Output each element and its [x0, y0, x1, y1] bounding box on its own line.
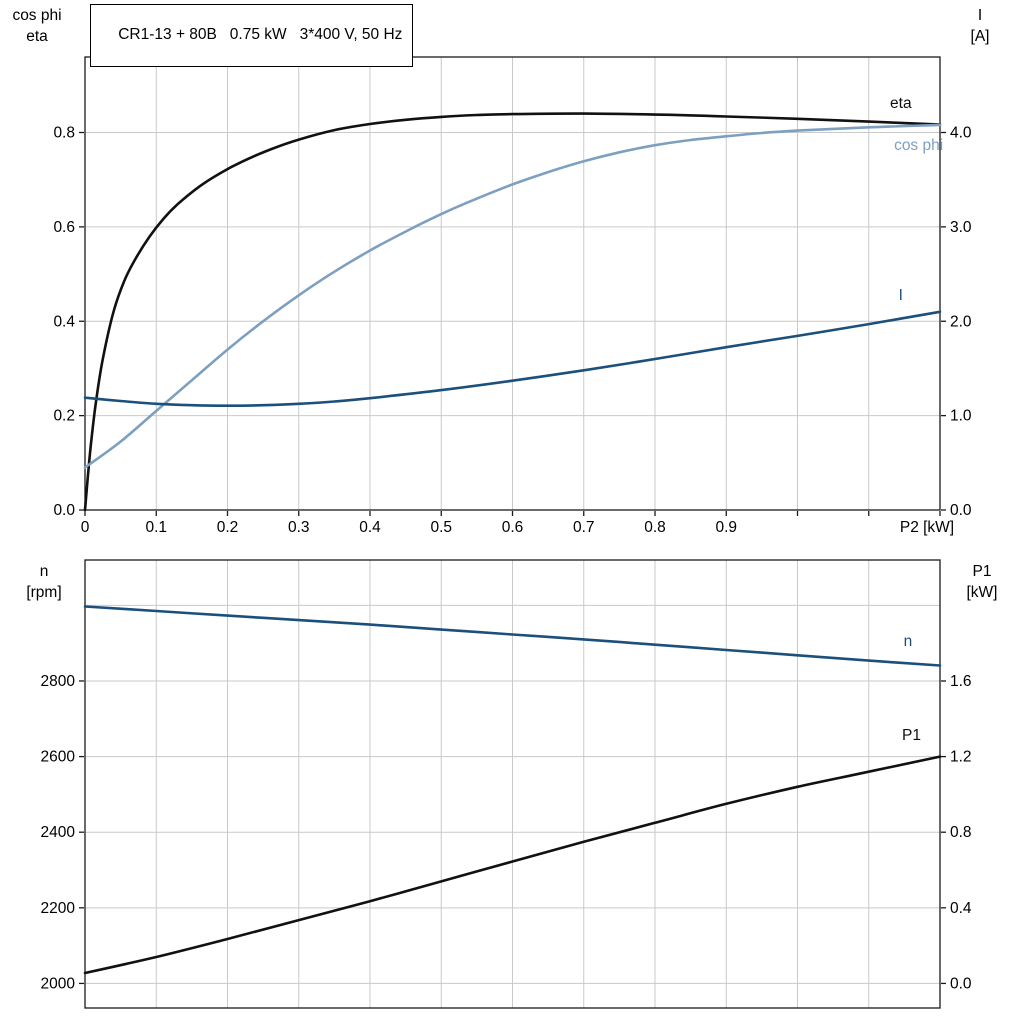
- x-tick-label: 0.9: [715, 519, 737, 536]
- y-right-tick-label: 1.6: [950, 673, 972, 690]
- axis-title-bottom-left: n [rpm]: [8, 561, 80, 603]
- gridlines: [85, 57, 940, 510]
- axis-title-speed: n: [39, 563, 49, 580]
- axis-title-speed-unit: [rpm]: [26, 584, 62, 601]
- y-right-tick-label: 2.0: [950, 313, 972, 330]
- y-left-tick-label: 0.8: [53, 125, 75, 142]
- curve-P1: [83, 755, 942, 975]
- curve-label-P1: P1: [902, 727, 921, 744]
- y-right-tick-label: 1.0: [950, 408, 972, 425]
- y-left-tick-label: 2000: [41, 975, 76, 992]
- curve-eta: [83, 112, 942, 512]
- y-left-tick-label: 2200: [41, 900, 76, 917]
- y-right-tick-label: 0.8: [950, 824, 972, 841]
- y-right-tick-label: 0.0: [950, 975, 972, 992]
- axis-title-current-unit: [A]: [970, 28, 990, 45]
- y-left-tick-label: 0.0: [53, 502, 75, 519]
- y-left-tick-label: 0.4: [53, 313, 75, 330]
- curve-label-I: I: [899, 287, 903, 304]
- x-tick-label: 0.5: [430, 519, 452, 536]
- x-tick-label: 0.1: [145, 519, 167, 536]
- x-tick-label: 0.3: [288, 519, 310, 536]
- y-right-tick-label: 0.4: [950, 900, 972, 917]
- tick-labels: 2000 2200 2400 2600 2800 0.0 0.4 0.8 1.2 1.6: [41, 673, 972, 992]
- x-tick-label: 0.4: [359, 519, 381, 536]
- chart-speed-power: 2000 2200 2400 2600 2800 0.0 0.4 0.8 1.2 1.6 n P1: [41, 559, 972, 1009]
- axis-title-power: P1 [kW]: [950, 561, 1014, 603]
- curve-n: [83, 605, 942, 667]
- plot-frame: [84, 559, 941, 1009]
- x-tick-label: 0: [81, 519, 90, 536]
- y-left-tick-label: 2800: [41, 673, 76, 690]
- axis-title-top-right: I [A]: [950, 5, 1010, 47]
- axis-title-eta: eta: [26, 28, 48, 45]
- x-tick-label: 0.8: [644, 519, 666, 536]
- y-right-tick-label: 0.0: [950, 502, 972, 519]
- curve-label-n: n: [904, 633, 913, 650]
- y-left-tick-label: 2400: [41, 824, 76, 841]
- y-left-tick-label: 0.2: [53, 408, 75, 425]
- chart-title: CR1-13 + 80B 0.75 kW 3*400 V, 50 Hz: [118, 26, 403, 43]
- axis-title-p1: P1: [972, 563, 992, 580]
- curve-label-eta: eta: [890, 95, 912, 112]
- tick-labels: 0.0 0.2 0.4 0.6 0.8 0.0 1.0 2.0 3.0 4.0 0 0.1 0.2 0.3…: [53, 125, 971, 537]
- curve-label-cos-phi: cos phi: [894, 137, 943, 154]
- x-axis-unit-label: P2 [kW]: [900, 519, 954, 536]
- x-tick-label: 0.7: [573, 519, 595, 536]
- y-right-tick-label: 4.0: [950, 125, 972, 142]
- axis-title-current: I: [977, 7, 983, 24]
- curve-I: [83, 310, 942, 407]
- axis-title-cos-phi: cos phi: [12, 7, 62, 24]
- x-tick-label: 0.6: [502, 519, 524, 536]
- x-tick-label: 0.2: [217, 519, 239, 536]
- axis-title-p1-unit: [kW]: [966, 584, 998, 601]
- axis-title-top-left: cos phi eta: [4, 5, 70, 47]
- curve-cos-phi: [83, 123, 942, 469]
- y-right-tick-label: 1.2: [950, 749, 972, 766]
- chart-title-box: CR1-13 + 80B 0.75 kW 3*400 V, 50 Hz: [90, 4, 414, 67]
- chart-motor-electrical: 0.0 0.2 0.4 0.6 0.8 0.0 1.0 2.0 3.0 4.0 0 0.1 0.2 0.3…: [53, 56, 972, 537]
- plot-frame: [84, 56, 941, 511]
- y-right-tick-label: 3.0: [950, 219, 972, 236]
- y-left-tick-label: 0.6: [53, 219, 75, 236]
- y-left-tick-label: 2600: [41, 749, 76, 766]
- gridlines: [85, 560, 940, 1008]
